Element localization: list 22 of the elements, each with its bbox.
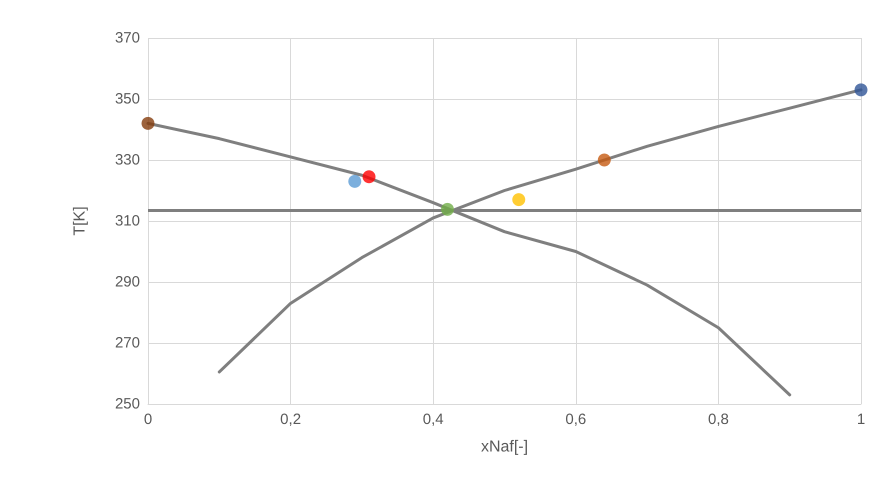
- y-tick-label: 330: [114, 152, 140, 168]
- x-tick-label: 0: [144, 411, 152, 428]
- x-axis-title: xNaf[-]: [480, 438, 528, 456]
- x-tick-label: 0,6: [565, 411, 586, 428]
- x-tick-label: 0,8: [708, 411, 729, 428]
- y-tick-label: 350: [114, 90, 140, 108]
- y-axis-title: T[K]: [72, 206, 88, 236]
- point: [142, 116, 154, 130]
- y-tick-label: 370: [114, 30, 140, 46]
- x-tick-label: 0,4: [422, 411, 444, 428]
- point: [598, 154, 611, 166]
- y-tick-label: 270: [114, 334, 140, 352]
- y-tick-label: 250: [114, 396, 140, 412]
- y-tick-label: 310: [114, 212, 140, 230]
- y-tick-label: 290: [114, 274, 140, 290]
- x-tick-label: 1: [856, 411, 866, 428]
- point: [512, 193, 526, 206]
- point: [440, 202, 454, 216]
- point: [362, 170, 376, 184]
- point: [348, 174, 362, 188]
- x-tick-label: 0,2: [280, 411, 302, 428]
- point: [854, 83, 868, 96]
